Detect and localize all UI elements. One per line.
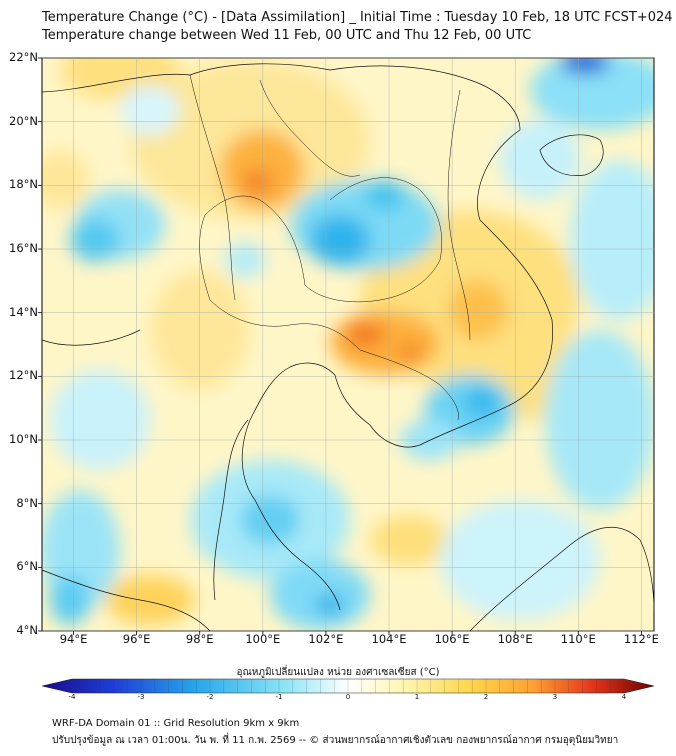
lat-label: 4°N: [16, 623, 38, 637]
lon-label: 108°E: [497, 632, 533, 646]
lat-label: 18°N: [9, 177, 38, 192]
colorbar-tick-label: 4: [621, 693, 627, 701]
lat-label: 8°N: [16, 495, 38, 510]
lon-label: 112°E: [623, 632, 659, 646]
footer-credit: ปรับปรุงข้อมูล ณ เวลา 01:00น. วัน พ. ที่…: [52, 735, 619, 746]
lon-label: 96°E: [122, 632, 151, 646]
footer-model-info: WRF-DA Domain 01 :: Grid Resolution 9km …: [52, 718, 300, 729]
colorbar-tick-label: 3: [552, 693, 558, 701]
lon-label: 106°E: [434, 632, 470, 646]
colorbar-title: อุณหภูมิเปลี่ยนแปลง หน่วย องศาเซลเซียส (…: [236, 667, 440, 678]
map-title: Temperature Change (°C) - [Data Assimila…: [42, 10, 673, 25]
colorbar-tick-label: -2: [206, 693, 214, 701]
lon-label: 100°E: [245, 632, 281, 646]
lon-label: 104°E: [371, 632, 407, 646]
colorbar-tick-label: -3: [137, 693, 145, 701]
colorbar-tick-label: 0: [345, 693, 351, 701]
colorbar-tick-label: -1: [275, 693, 283, 701]
lon-label: 110°E: [560, 632, 596, 646]
lat-label: 14°N: [9, 304, 38, 319]
lat-label: 20°N: [9, 113, 38, 128]
coastlines: [41, 63, 655, 632]
temperature-field: [42, 58, 654, 631]
colorbar-tick-label: -4: [68, 693, 76, 701]
lon-label: 98°E: [185, 632, 214, 646]
lat-label: 22°N: [9, 50, 38, 64]
colorbar-tick-label: 1: [414, 693, 420, 701]
colorbar: [41, 678, 655, 694]
axis-ticks: [38, 57, 642, 635]
lat-label: 16°N: [9, 241, 38, 255]
colorbar-gradient: [41, 678, 655, 694]
graticule: [42, 57, 654, 632]
lat-label: 10°N: [9, 432, 38, 446]
lon-label: 102°E: [308, 632, 344, 646]
lat-label: 6°N: [16, 559, 38, 574]
map-subtitle: Temperature change between Wed 11 Feb, 0…: [42, 28, 532, 43]
colorbar-tick-label: 2: [483, 693, 489, 701]
lat-label: 12°N: [9, 368, 38, 383]
lon-label: 94°E: [59, 632, 88, 646]
